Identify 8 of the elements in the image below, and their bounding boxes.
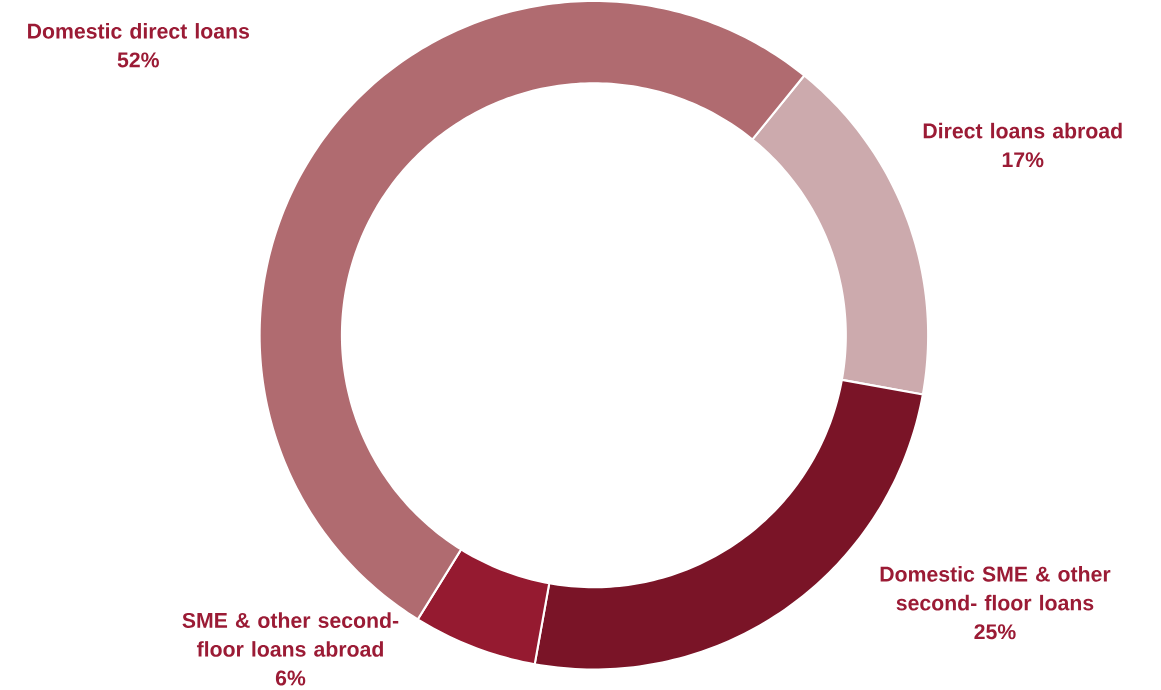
data-label: 25% <box>974 624 1016 640</box>
slice-label: Domestic direct loans <box>28 22 249 39</box>
slice-label: Direct loans abroad <box>923 122 1122 139</box>
data-label: 17% <box>1002 152 1044 168</box>
slice-label: SME & other second- floor loans abroad <box>182 612 399 657</box>
data-label: 6% <box>275 670 306 686</box>
data-label: 52% <box>117 52 159 68</box>
slice-label: Domestic SME & other second- floor loans <box>880 566 1111 611</box>
